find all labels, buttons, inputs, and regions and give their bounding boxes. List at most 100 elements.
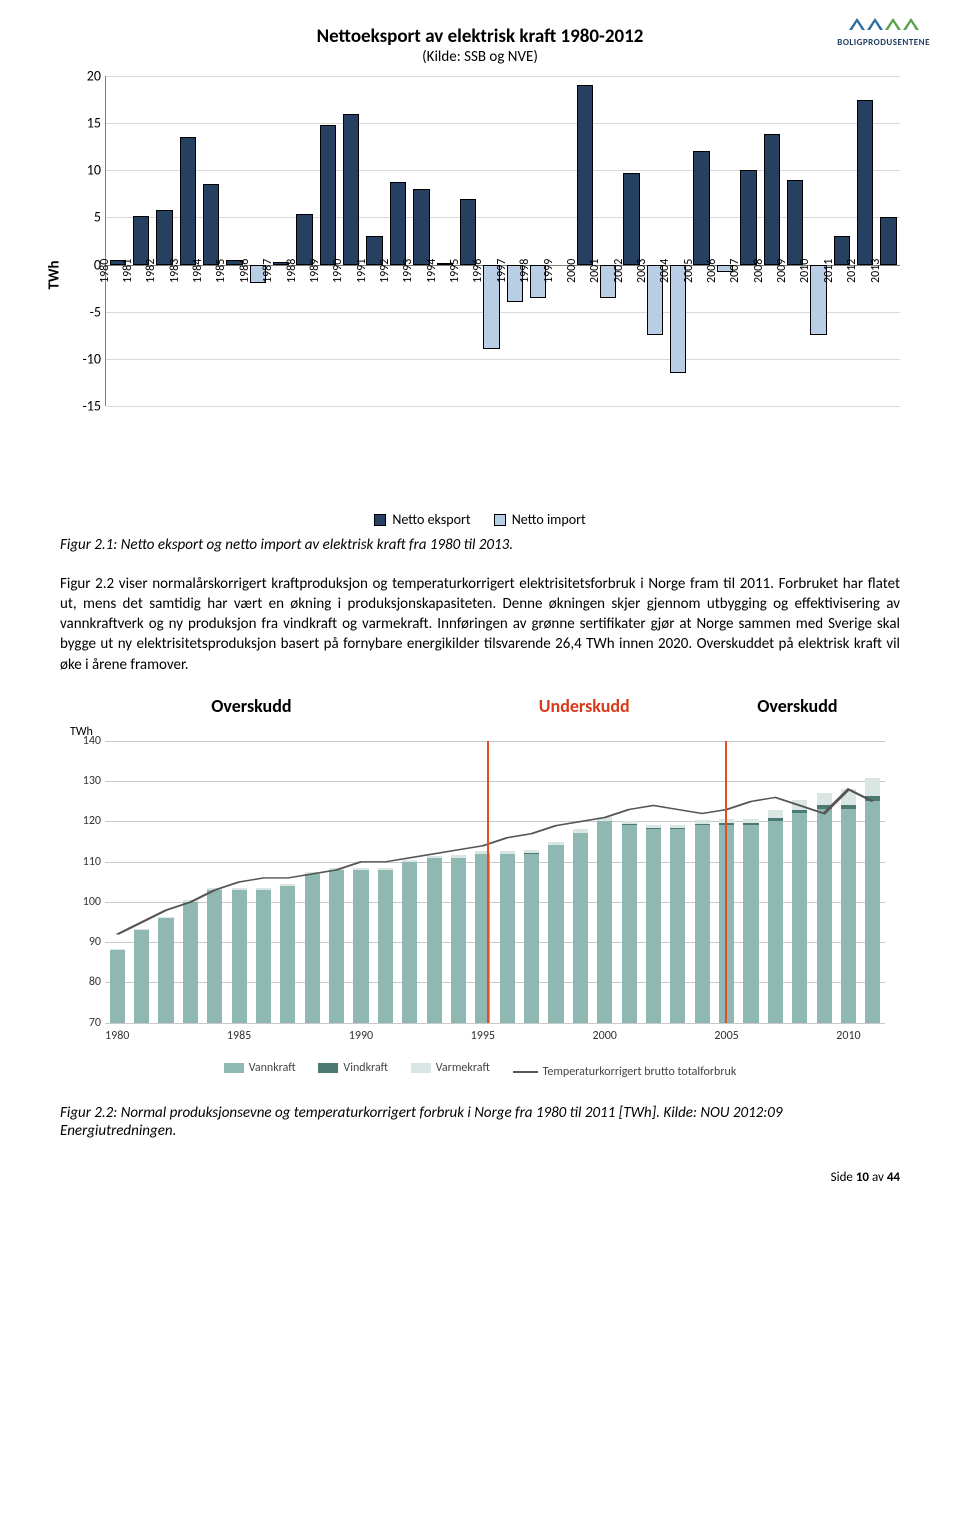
chart2: OverskuddUnderskuddOverskudd TWh 7080901… — [60, 695, 900, 1079]
export-bar — [623, 173, 639, 264]
xtick: 1980 — [105, 1029, 129, 1043]
vann-seg — [329, 870, 344, 1023]
legend-export: Netto eksport — [392, 511, 470, 528]
year-label: 2002 — [612, 258, 626, 282]
year-label: 2009 — [775, 258, 789, 282]
ytick: 15 — [76, 115, 101, 132]
year-label: 1993 — [401, 258, 415, 282]
year-label: 2001 — [588, 258, 602, 282]
export-bar — [203, 184, 219, 264]
vann-seg — [402, 862, 417, 1023]
vann-seg — [817, 809, 832, 1023]
chart1-legend: Netto eksport Netto import — [60, 511, 900, 530]
chart1-title: Nettoeksport av elektrisk kraft 1980-201… — [60, 25, 900, 48]
export-bar — [180, 137, 196, 264]
vann-seg — [841, 809, 856, 1023]
varme-seg — [792, 800, 807, 810]
ytick2: 80 — [73, 975, 101, 989]
logo: BOLIGPRODUSENTENE — [837, 10, 930, 48]
ytick2: 120 — [73, 814, 101, 828]
vann-seg — [427, 858, 442, 1023]
ytick2: 140 — [73, 734, 101, 748]
xtick: 2010 — [836, 1029, 860, 1043]
vann-seg — [670, 829, 685, 1022]
export-bar — [857, 100, 873, 265]
year-label: 2010 — [798, 258, 812, 282]
chart1-ylabel: TWh — [46, 260, 64, 289]
export-bar — [320, 125, 336, 265]
ytick2: 100 — [73, 895, 101, 909]
vann-seg — [573, 833, 588, 1022]
section-label: Overskudd — [211, 695, 291, 717]
xtick: 2000 — [593, 1029, 617, 1043]
year-label: 1999 — [542, 258, 556, 282]
ytick: -5 — [76, 303, 101, 320]
vann-seg — [280, 886, 295, 1023]
year-label: 1984 — [191, 258, 205, 282]
year-label: 1986 — [238, 258, 252, 282]
vann-seg — [500, 854, 515, 1023]
year-label: 1997 — [495, 258, 509, 282]
vann-seg — [110, 950, 125, 1023]
export-bar — [156, 210, 172, 265]
year-label: 1980 — [98, 258, 112, 282]
vann-seg — [232, 890, 247, 1023]
vann-seg — [378, 870, 393, 1023]
section-label: Overskudd — [757, 695, 837, 717]
export-bar — [740, 170, 756, 264]
ytick2: 110 — [73, 855, 101, 869]
ytick2: 130 — [73, 774, 101, 788]
divider — [487, 741, 489, 1023]
export-bar — [133, 216, 149, 265]
year-label: 2012 — [845, 258, 859, 282]
varme-seg — [841, 789, 856, 805]
section-label: Underskudd — [539, 695, 630, 717]
vann-seg — [792, 813, 807, 1022]
year-label: 1983 — [168, 258, 182, 282]
vann-seg — [158, 918, 173, 1023]
year-label: 2008 — [752, 258, 766, 282]
caption1: Figur 2.1: Netto eksport og netto import… — [60, 536, 900, 554]
vann-seg — [134, 930, 149, 1023]
chart1: TWh -15-10-505101520 1980198119821983198… — [70, 76, 900, 456]
vann-seg — [743, 825, 758, 1022]
year-label: 2005 — [682, 258, 696, 282]
ytick2: 90 — [73, 935, 101, 949]
year-label: 1989 — [308, 258, 322, 282]
ytick: -10 — [76, 350, 101, 367]
export-bar — [343, 114, 359, 265]
year-label: 1995 — [448, 258, 462, 282]
export-bar — [764, 134, 780, 264]
year-label: 1990 — [331, 258, 345, 282]
page-footer: Side 10 av 44 — [60, 1170, 900, 1185]
export-bar — [880, 217, 896, 264]
ytick: 10 — [76, 162, 101, 179]
vann-seg — [622, 825, 637, 1022]
year-label: 2013 — [869, 258, 883, 282]
export-bar — [460, 199, 476, 265]
vann-seg — [305, 874, 320, 1023]
legend-import: Netto import — [512, 511, 586, 528]
chart1-subtitle: (Kilde: SSB og NVE) — [60, 48, 900, 66]
vann-seg — [353, 870, 368, 1023]
year-label: 2003 — [635, 258, 649, 282]
ytick: -15 — [76, 398, 101, 415]
ytick: 5 — [76, 209, 101, 226]
export-bar — [577, 85, 593, 264]
year-label: 1998 — [518, 258, 532, 282]
export-bar — [693, 151, 709, 264]
year-label: 1981 — [121, 258, 135, 282]
varme-seg — [865, 778, 880, 796]
xtick: 1985 — [227, 1029, 251, 1043]
year-label: 1987 — [261, 258, 275, 282]
year-label: 1985 — [214, 258, 228, 282]
xtick: 2005 — [714, 1029, 738, 1043]
divider — [725, 741, 727, 1023]
vann-seg — [597, 821, 612, 1022]
year-label: 2011 — [822, 258, 836, 282]
vann-seg — [256, 890, 271, 1023]
export-bar — [296, 214, 312, 265]
ytick2: 70 — [73, 1016, 101, 1030]
vann-seg — [865, 801, 880, 1023]
varme-seg — [768, 810, 783, 818]
